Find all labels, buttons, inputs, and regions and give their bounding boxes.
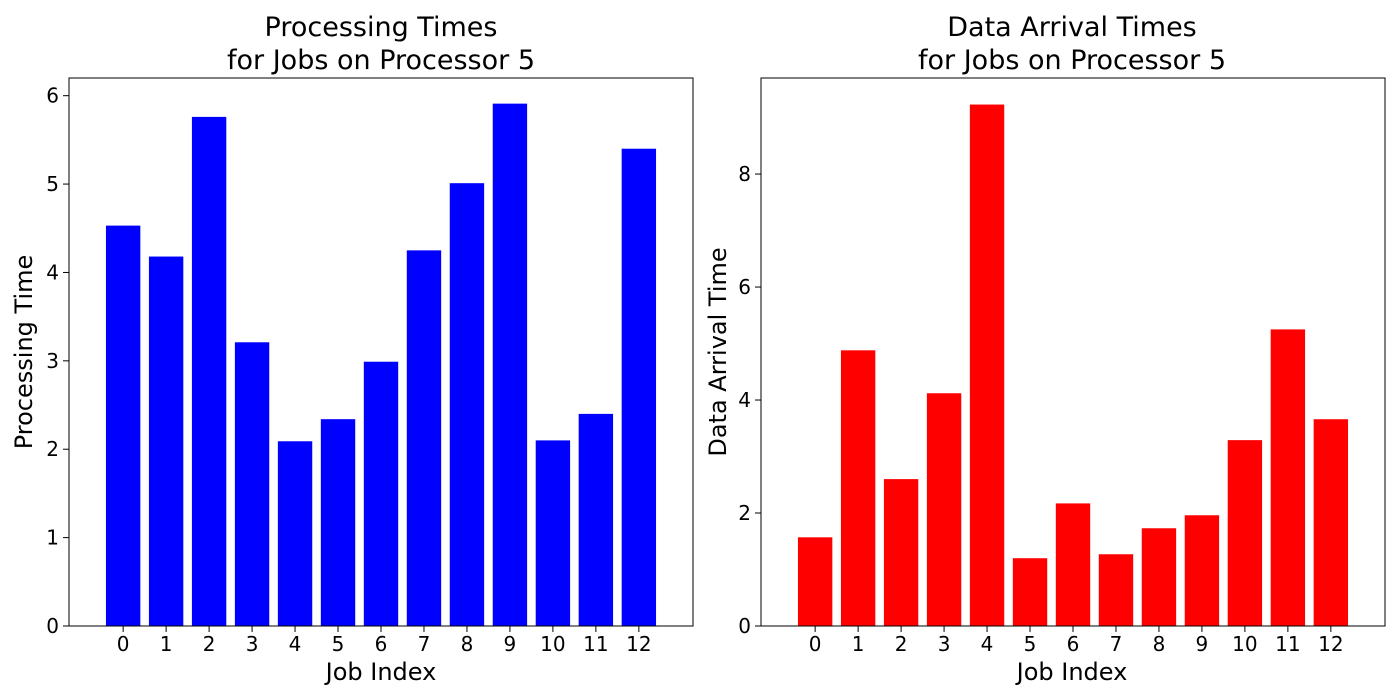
y-tick-label: 5 bbox=[46, 172, 59, 196]
bar-job-2 bbox=[883, 479, 919, 626]
bar-job-10 bbox=[535, 440, 571, 626]
x-tick-label: 3 bbox=[938, 632, 951, 656]
bar-job-8 bbox=[449, 183, 485, 626]
bar-job-1 bbox=[148, 256, 184, 626]
x-tick-label: 4 bbox=[981, 632, 994, 656]
chart-title-line-2: for Jobs on Processor 5 bbox=[227, 45, 535, 76]
y-tick-label: 6 bbox=[738, 275, 751, 299]
bar-job-6 bbox=[1055, 503, 1091, 626]
bar-job-10 bbox=[1227, 440, 1263, 626]
y-ticks: 0 2 4 6 8 bbox=[738, 162, 761, 638]
bar-job-4 bbox=[277, 441, 313, 626]
x-tick-label: 2 bbox=[203, 632, 216, 656]
y-tick-label: 6 bbox=[46, 84, 59, 108]
x-axis-label: Job Index bbox=[1015, 658, 1128, 686]
x-tick-label: 12 bbox=[1318, 632, 1343, 656]
y-tick-label: 2 bbox=[46, 437, 59, 461]
x-tick-label: 9 bbox=[504, 632, 517, 656]
x-tick-label: 4 bbox=[289, 632, 302, 656]
data-arrival-times-chart: Data Arrival Times for Jobs on Processor… bbox=[704, 12, 1386, 686]
bar-job-7 bbox=[406, 250, 442, 626]
x-ticks: 0 1 2 3 4 5 6 7 8 9 10 11 12 bbox=[117, 626, 652, 656]
y-tick-label: 4 bbox=[738, 388, 751, 412]
y-tick-label: 0 bbox=[46, 614, 59, 638]
y-ticks: 0 1 2 3 4 5 6 bbox=[46, 84, 69, 638]
bar-job-3 bbox=[234, 342, 270, 626]
x-tick-label: 10 bbox=[1232, 632, 1257, 656]
y-tick-label: 4 bbox=[46, 260, 59, 284]
x-tick-label: 6 bbox=[1067, 632, 1080, 656]
bar-job-12 bbox=[621, 148, 657, 627]
x-tick-label: 0 bbox=[809, 632, 822, 656]
x-tick-label: 5 bbox=[1024, 632, 1037, 656]
bar-job-9 bbox=[492, 103, 528, 626]
bar-job-6 bbox=[363, 361, 399, 626]
x-tick-label: 1 bbox=[160, 632, 173, 656]
x-tick-label: 9 bbox=[1196, 632, 1209, 656]
plot-frame bbox=[760, 77, 1386, 627]
chart-title-line-1: Data Arrival Times bbox=[947, 12, 1197, 43]
x-tick-label: 7 bbox=[1110, 632, 1123, 656]
chart-title-line-2: for Jobs on Processor 5 bbox=[918, 45, 1226, 76]
y-axis-label: Data Arrival Time bbox=[704, 247, 732, 456]
x-tick-label: 12 bbox=[626, 632, 651, 656]
bar-job-2 bbox=[191, 116, 227, 626]
x-tick-label: 8 bbox=[461, 632, 474, 656]
chart-title-line-1: Processing Times bbox=[265, 12, 498, 43]
bars bbox=[797, 104, 1349, 627]
bar-job-1 bbox=[840, 350, 876, 626]
y-tick-label: 3 bbox=[46, 349, 59, 373]
bar-job-12 bbox=[1313, 419, 1349, 626]
bars bbox=[105, 103, 657, 627]
x-tick-label: 8 bbox=[1153, 632, 1166, 656]
plot-frame bbox=[68, 77, 694, 627]
bar-job-5 bbox=[1012, 558, 1048, 626]
x-tick-label: 6 bbox=[375, 632, 388, 656]
y-tick-label: 0 bbox=[738, 614, 751, 638]
bar-job-7 bbox=[1098, 554, 1134, 626]
bar-job-11 bbox=[1270, 329, 1306, 626]
x-tick-label: 10 bbox=[540, 632, 565, 656]
bar-job-0 bbox=[105, 225, 141, 626]
y-tick-label: 1 bbox=[46, 526, 59, 550]
x-axis-label: Job Index bbox=[324, 658, 437, 686]
x-ticks: 0 1 2 3 4 5 6 7 8 9 10 11 12 bbox=[809, 626, 1344, 656]
x-tick-label: 7 bbox=[418, 632, 431, 656]
x-tick-label: 1 bbox=[852, 632, 865, 656]
bar-job-9 bbox=[1184, 515, 1220, 626]
x-tick-label: 0 bbox=[117, 632, 130, 656]
y-axis-label: Processing Time bbox=[10, 255, 38, 450]
x-tick-label: 11 bbox=[583, 632, 608, 656]
x-tick-label: 2 bbox=[895, 632, 908, 656]
x-tick-label: 3 bbox=[246, 632, 259, 656]
y-tick-label: 8 bbox=[738, 162, 751, 186]
x-tick-label: 11 bbox=[1275, 632, 1300, 656]
bar-job-4 bbox=[969, 104, 1005, 627]
bar-job-5 bbox=[320, 419, 356, 626]
y-tick-label: 2 bbox=[738, 501, 751, 525]
bar-job-11 bbox=[578, 413, 614, 626]
bar-job-0 bbox=[797, 537, 833, 626]
x-tick-label: 5 bbox=[332, 632, 345, 656]
bar-job-8 bbox=[1141, 528, 1177, 626]
processing-times-chart: Processing Times for Jobs on Processor 5… bbox=[10, 12, 694, 686]
bar-job-3 bbox=[926, 393, 962, 626]
